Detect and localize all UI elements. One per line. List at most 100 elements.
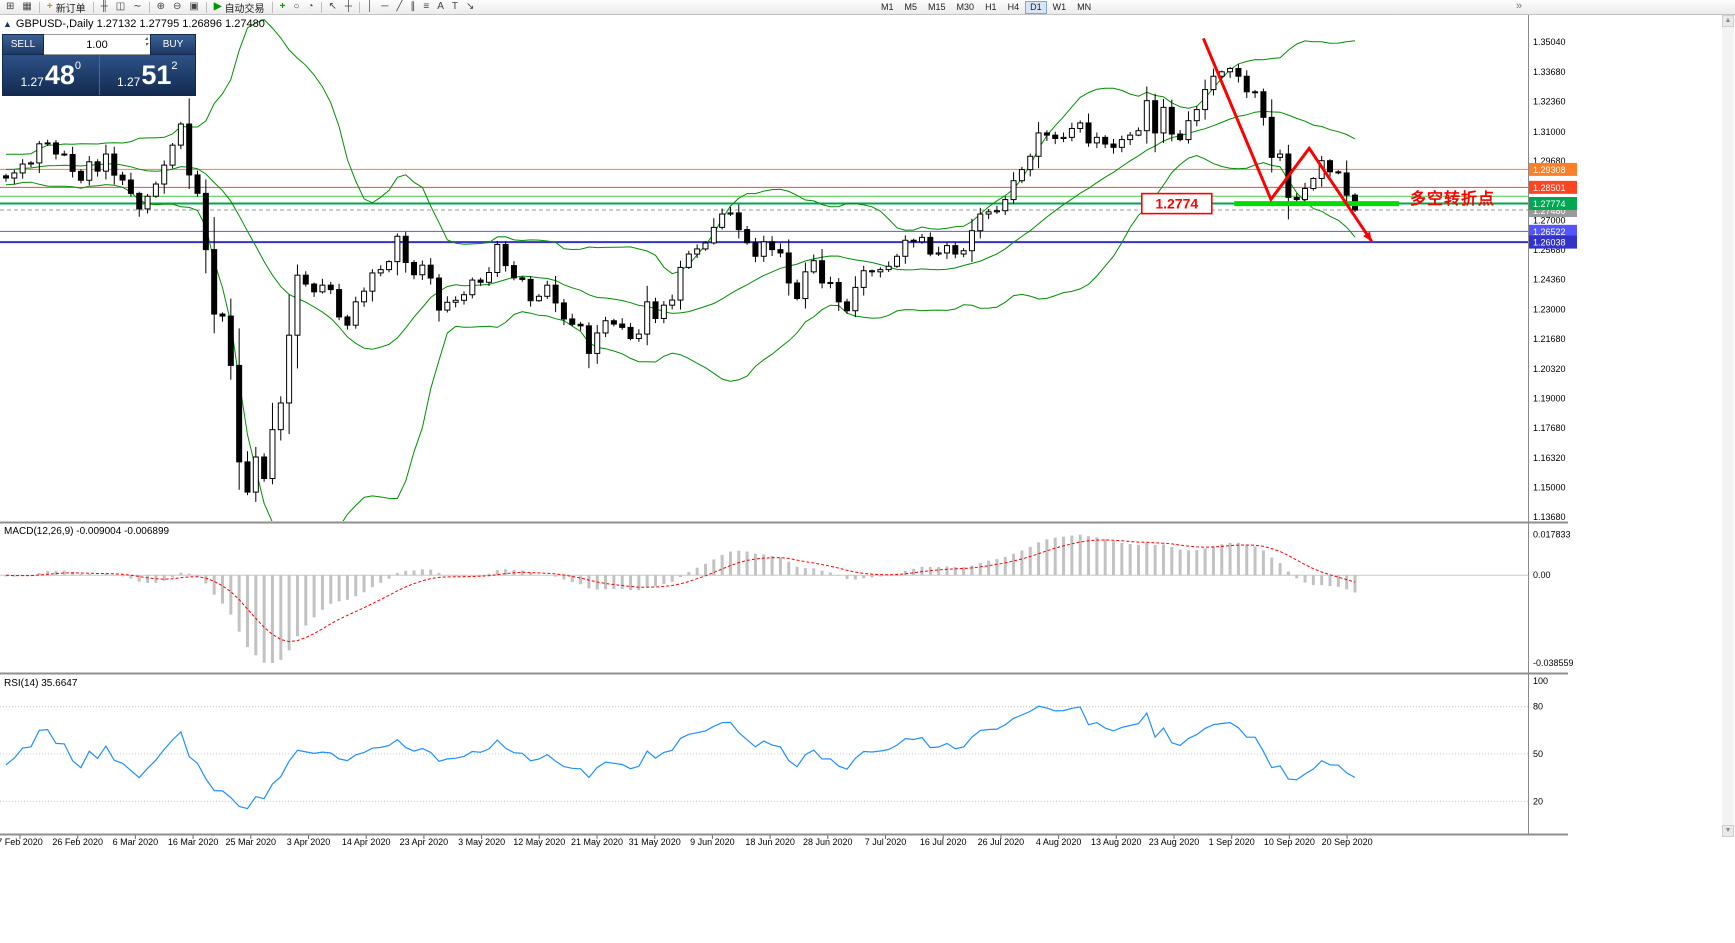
timeframe-button-W1[interactable]: W1 [1048,1,1072,14]
timeframe-button-M15[interactable]: M15 [923,1,951,14]
macd-pane[interactable]: 0.017833 0.00 -0.038559 [0,530,1574,668]
toolbar-icons: ⊞ ▦ + 新订单 ╫ ◫ ∼ ⊕ ⊖ ▣ ▶ 自动交易 + ○ ◔ ↖ ┼ │ ─ ╱ ∥ ≡ A T ↘ [2,0,478,15]
horizontal-line-icon[interactable]: ─ [381,1,389,12]
scroll-up-icon[interactable]: ▲ [1722,15,1734,27]
volume-stepper[interactable]: ▴ ▾ [145,36,148,48]
svg-text:1.27774: 1.27774 [1533,199,1566,209]
date-label: 13 Aug 2020 [1091,837,1142,847]
timeframe-button-H4[interactable]: H4 [1003,1,1025,14]
stepper-down-icon[interactable]: ▾ [144,42,148,48]
buy-price-prefix: 1.27 [116,75,141,89]
macd-label: MACD(12,26,9) -0.009004 -0.006899 [4,526,170,537]
date-label: 20 Sep 2020 [1321,837,1373,847]
line-chart-icon[interactable]: ∼ [133,1,142,12]
bar-chart-icon[interactable]: ╫ [100,1,108,12]
svg-text:-0.038559: -0.038559 [1533,658,1574,668]
svg-text:1.13680: 1.13680 [1533,512,1566,522]
price-axis[interactable]: 1.350401.336801.323601.310001.296801.283… [1528,14,1578,835]
buy-price-button[interactable]: 1.27 51 2 [100,55,196,95]
sell-price-button[interactable]: 1.27 48 0 [3,55,99,95]
equidistant-channel-icon[interactable]: ∥ [410,1,416,12]
date-label: 14 Apr 2020 [341,837,391,847]
text-label-icon[interactable]: T [451,1,458,12]
toolbar-separator [271,1,273,13]
timeframe-button-MN[interactable]: MN [1072,1,1096,14]
fibonacci-icon[interactable]: ≡ [423,1,430,12]
date-label: 7 Feb 2020 [0,837,43,847]
timeframe-button-D1[interactable]: D1 [1025,1,1047,14]
trend-line[interactable] [1202,37,1373,243]
vertical-line-icon[interactable]: │ [366,1,374,12]
date-label: 3 Apr 2020 [286,837,331,847]
date-label: 12 May 2020 [513,837,566,847]
date-ticks [19,835,1348,839]
price-divider [98,55,100,95]
toolbar-separator [205,1,207,13]
arrow-object-icon[interactable]: ↘ [465,1,475,12]
shapes-icon[interactable]: ○ [293,1,300,12]
candlestick-series [3,64,1358,502]
date-label: 1 Sep 2020 [1208,837,1255,847]
timeframe-button-M1[interactable]: M1 [876,1,899,14]
svg-text:1.27480: 1.27480 [1533,206,1566,216]
zoom-out-icon[interactable]: ⊖ [173,1,182,12]
svg-text:1.19000: 1.19000 [1533,394,1566,404]
one-click-collapse-icon[interactable]: ▲ [3,19,12,29]
timeframe-button-M30[interactable]: M30 [952,1,980,14]
stepper-up-icon[interactable]: ▴ [144,36,148,42]
vertical-scrollbar[interactable]: ▲ ▼ [1722,15,1734,837]
svg-text:20: 20 [1533,796,1543,806]
sell-price-digits: 48 [44,59,75,90]
svg-text:50: 50 [1533,749,1543,759]
toolbar-separator [320,1,322,13]
volume-input[interactable]: 1.00 ▴ ▾ [44,34,150,55]
svg-text:1.24360: 1.24360 [1533,274,1566,284]
svg-text:1.2774: 1.2774 [1155,196,1198,212]
text-icon[interactable]: A [437,1,444,12]
chart-ohlc-title: GBPUSD-,Daily 1.27132 1.27795 1.26896 1.… [15,18,265,30]
date-label: 3 May 2020 [458,837,506,847]
sell-price-prefix: 1.27 [20,75,44,89]
date-label: 7 Jul 2020 [864,837,907,847]
cursor-icon[interactable]: ↖ [328,1,337,12]
scroll-down-icon[interactable]: ▼ [1722,825,1734,837]
trendline-icon[interactable]: ╱ [396,1,403,12]
tile-windows-icon[interactable]: ▣ [189,1,199,12]
rsi-pane[interactable]: 100 80 50 20 [0,676,1548,810]
turning-point-label[interactable]: 多空转折点 [1410,189,1495,208]
add-indicator-icon[interactable]: + [279,1,286,12]
timeframe-button-M5[interactable]: M5 [900,1,923,14]
zoom-in-icon[interactable]: ⊕ [156,1,166,12]
date-label: 21 May 2020 [570,837,624,847]
svg-text:1.26522: 1.26522 [1533,227,1566,237]
new-chart-icon[interactable]: ⊞ [6,1,15,12]
toolbar-separator [92,1,94,13]
date-label: 10 Sep 2020 [1263,837,1315,847]
svg-text:100: 100 [1533,676,1548,686]
sell-button[interactable]: SELL [2,34,44,55]
pane-separators[interactable] [0,521,1568,836]
main-pane[interactable]: 1.2774 多空转折点 [0,19,1528,540]
date-label: 23 Aug 2020 [1148,837,1200,847]
candlestick-chart-icon[interactable]: ◫ [115,1,126,12]
date-axis[interactable]: 7 Feb 2020 26 Feb 2020 6 Mar 2020 16 Mar 20… [0,837,1568,849]
rsi-line [5,705,1356,810]
svg-text:1.29308: 1.29308 [1533,165,1566,175]
toolbar-separator [148,1,150,13]
date-label: 26 Jul 2020 [977,837,1025,847]
toolbar-overflow-icon[interactable]: » [1516,0,1523,12]
one-click-trading-panel: SELL 1.00 ▴ ▾ BUY 1.27 48 0 1.27 51 2 [2,34,196,96]
cycle-lines-icon[interactable]: ◔ [307,1,314,12]
autotrading-button[interactable]: ▶ 自动交易 [213,1,265,15]
toolbar-separator [358,1,360,13]
buy-button[interactable]: BUY [150,34,196,55]
timeframe-button-H1[interactable]: H1 [980,1,1002,14]
macd-signal-line [5,539,1356,643]
crosshair-icon[interactable]: ┼ [344,1,352,12]
price-annotation-box[interactable]: 1.2774 [1140,192,1213,215]
svg-text:1.31000: 1.31000 [1533,127,1566,137]
date-label: 26 Feb 2020 [52,837,103,847]
new-order-button[interactable]: + 新订单 [46,1,86,15]
chart-profiles-icon[interactable]: ▦ [22,1,32,12]
